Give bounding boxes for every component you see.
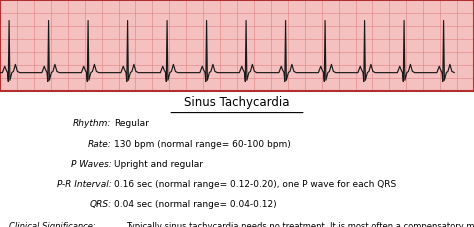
Text: Sinus Tachycardia: Sinus Tachycardia (184, 96, 290, 109)
Text: Typically sinus tachycardia needs no treatment. It is most often a compensatory : Typically sinus tachycardia needs no tre… (126, 222, 474, 227)
Text: 130 bpm (normal range= 60-100 bpm): 130 bpm (normal range= 60-100 bpm) (114, 140, 291, 148)
Text: Rate:: Rate: (88, 140, 111, 148)
Text: Rhythm:: Rhythm: (73, 119, 111, 128)
Text: 0.16 sec (normal range= 0.12-0.20), one P wave for each QRS: 0.16 sec (normal range= 0.12-0.20), one … (114, 180, 396, 189)
Text: Clinical Significance:: Clinical Significance: (9, 222, 95, 227)
Text: Upright and regular: Upright and regular (114, 160, 203, 169)
Text: Regular: Regular (114, 119, 149, 128)
Text: P Waves:: P Waves: (71, 160, 111, 169)
Text: 0.04 sec (normal range= 0.04-0.12): 0.04 sec (normal range= 0.04-0.12) (114, 200, 276, 209)
Text: P-R Interval:: P-R Interval: (56, 180, 111, 189)
Text: QRS:: QRS: (89, 200, 111, 209)
